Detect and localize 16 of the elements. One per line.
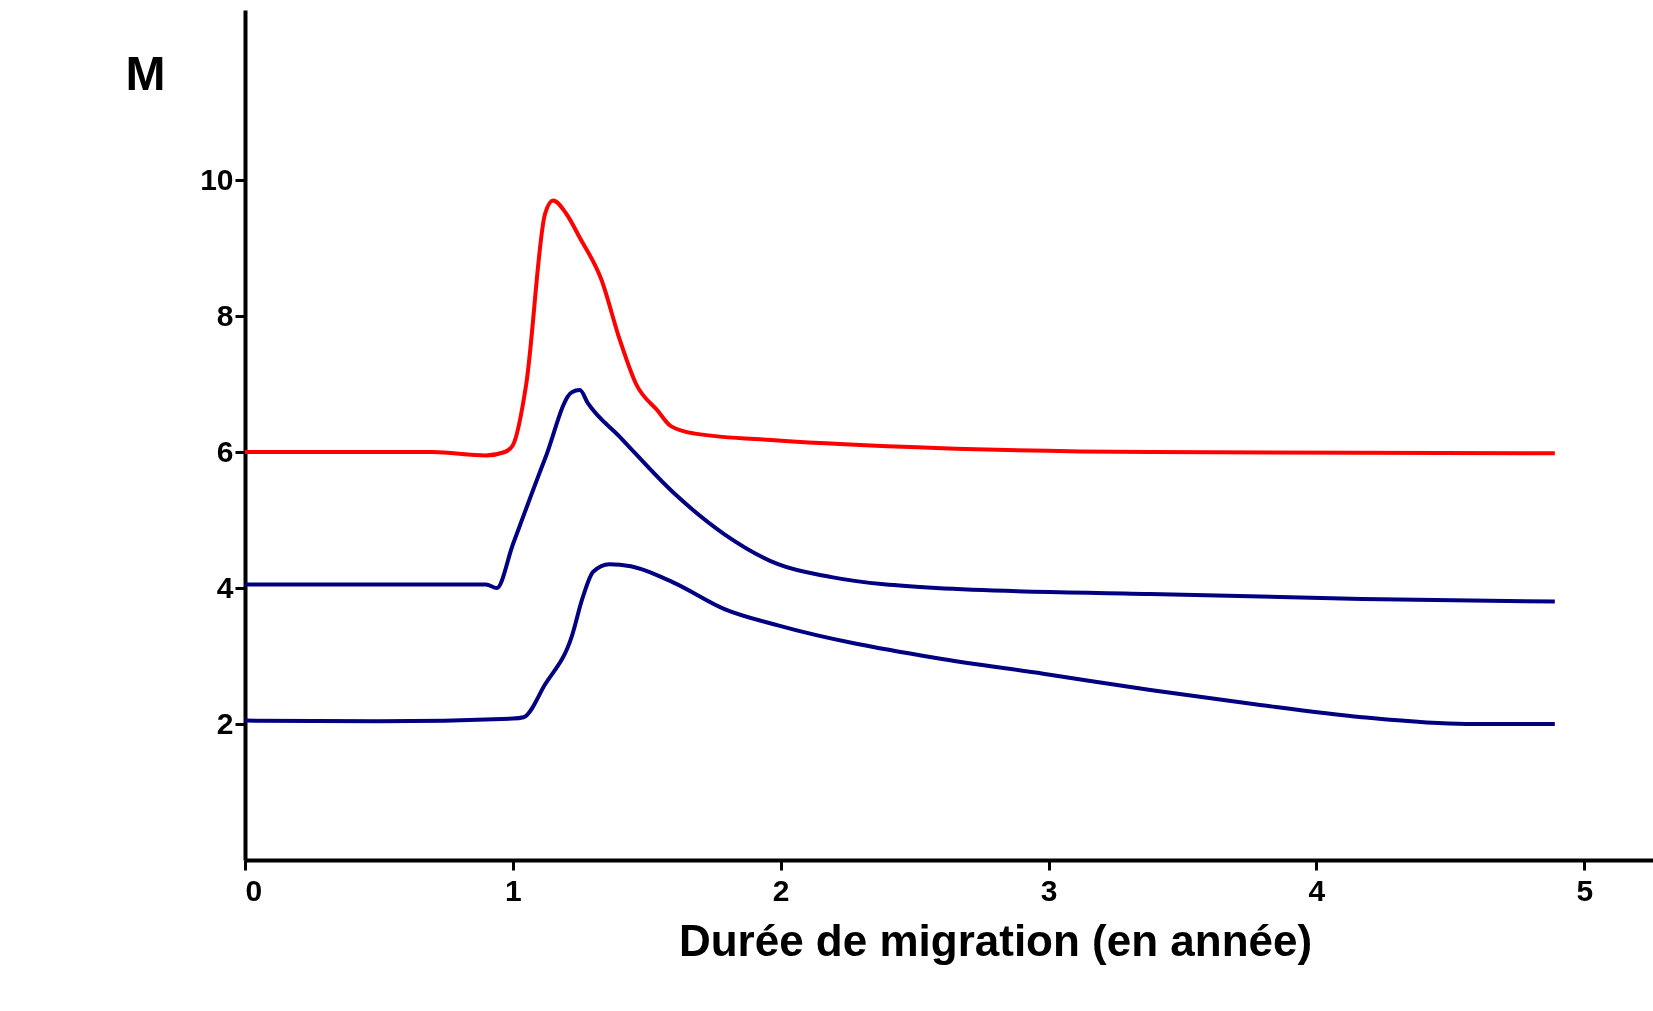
y-tick-label: 4 [216, 570, 234, 604]
line-series [243, 198, 1557, 458]
x-tick-label: 3 [1040, 873, 1058, 907]
y-tick-label: 10 [200, 162, 234, 196]
x-tick-label: 1 [505, 873, 522, 907]
y-axis-title: M [125, 46, 166, 100]
x-tick-label: 2 [772, 873, 790, 907]
y-tick-label: 8 [216, 298, 234, 332]
line-series [243, 388, 1557, 604]
x-axis-title: Durée de migration (en année) [678, 915, 1313, 965]
x-tick-label: 0 [245, 873, 263, 907]
line-series [243, 562, 1557, 726]
x-tick-label: 5 [1576, 873, 1594, 907]
y-tick-label: 2 [216, 706, 234, 740]
x-tick-label: 4 [1308, 873, 1326, 907]
y-tick-label: 6 [216, 434, 234, 468]
